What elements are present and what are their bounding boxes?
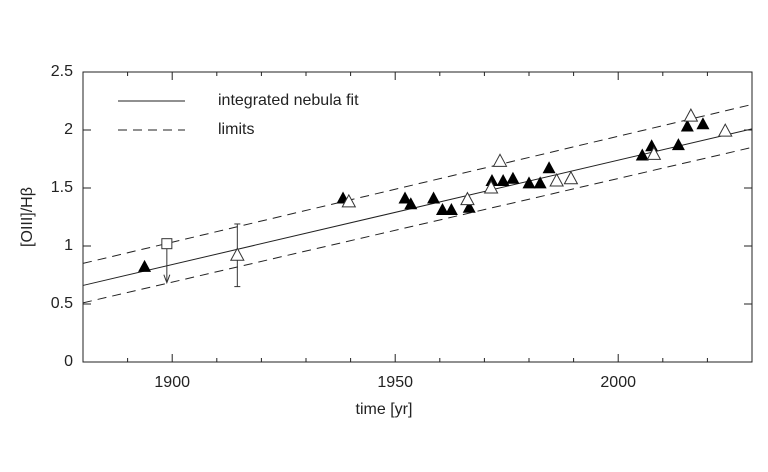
plot-frame — [82, 71, 753, 363]
data-point — [533, 176, 547, 189]
data-point — [427, 191, 441, 204]
y-tick-label: 0 — [64, 353, 73, 370]
y-axis-label: [OIII]/Hβ — [19, 187, 36, 247]
upper-limit-arrowhead — [163, 274, 171, 285]
y-tick-label: 0.5 — [51, 295, 73, 312]
data-point — [341, 193, 357, 208]
y-tick-label: 1.5 — [51, 179, 73, 196]
legend-label: limits — [218, 121, 254, 138]
data-point — [229, 247, 245, 261]
y-tick-label: 2 — [64, 121, 73, 138]
fit-line — [82, 103, 753, 264]
data-point — [645, 139, 659, 152]
data-point — [444, 203, 458, 216]
data-point — [435, 203, 449, 216]
data-point — [671, 138, 685, 151]
data-point — [563, 170, 579, 185]
data-point — [680, 119, 694, 132]
data-point — [549, 172, 564, 187]
y-tick-label: 2.5 — [51, 63, 73, 80]
data-point — [696, 117, 710, 130]
data-point — [462, 200, 476, 213]
y-tick-label: 1 — [64, 237, 73, 254]
data-point — [717, 123, 733, 137]
x-tick-label: 1900 — [154, 374, 190, 391]
data-point — [483, 179, 499, 194]
data-point — [460, 191, 475, 206]
data-point — [496, 174, 510, 187]
data-point — [138, 259, 152, 272]
data-point — [522, 176, 536, 189]
data-point — [506, 171, 520, 184]
legend-label: integrated nebula fit — [218, 92, 359, 109]
data-point — [404, 197, 418, 210]
data-point — [398, 191, 412, 204]
data-point — [635, 148, 649, 161]
x-axis-label: time [yr] — [356, 401, 413, 418]
data-point — [683, 108, 699, 122]
x-tick-label: 1950 — [377, 374, 413, 391]
data-point — [485, 174, 499, 187]
data-point — [646, 146, 662, 160]
data-point — [161, 238, 173, 250]
data-point — [542, 161, 556, 174]
fit-line — [82, 146, 753, 304]
x-tick-label: 2000 — [600, 374, 636, 391]
data-point — [492, 153, 508, 167]
